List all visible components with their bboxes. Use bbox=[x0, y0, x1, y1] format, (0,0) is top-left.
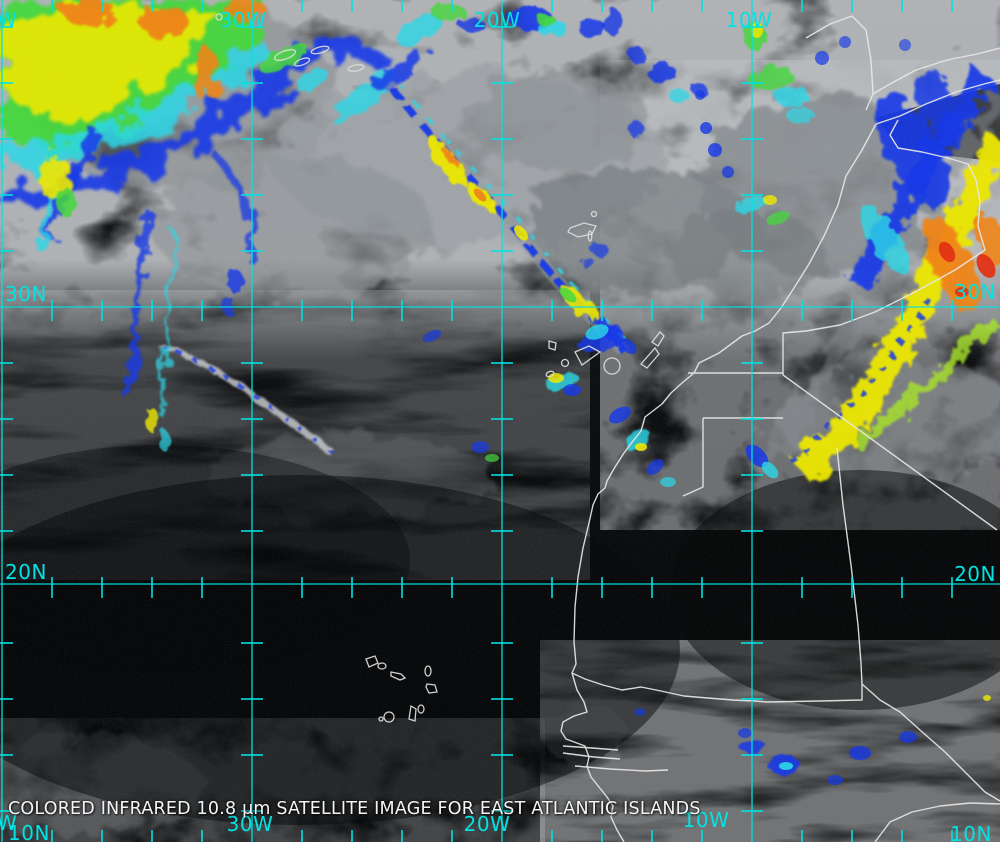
product-annotation-block: COLORED INFRARED 10.8 μm SATELLITE IMAGE… bbox=[8, 756, 701, 842]
product-title-line: COLORED INFRARED 10.8 μm SATELLITE IMAGE… bbox=[8, 799, 701, 819]
